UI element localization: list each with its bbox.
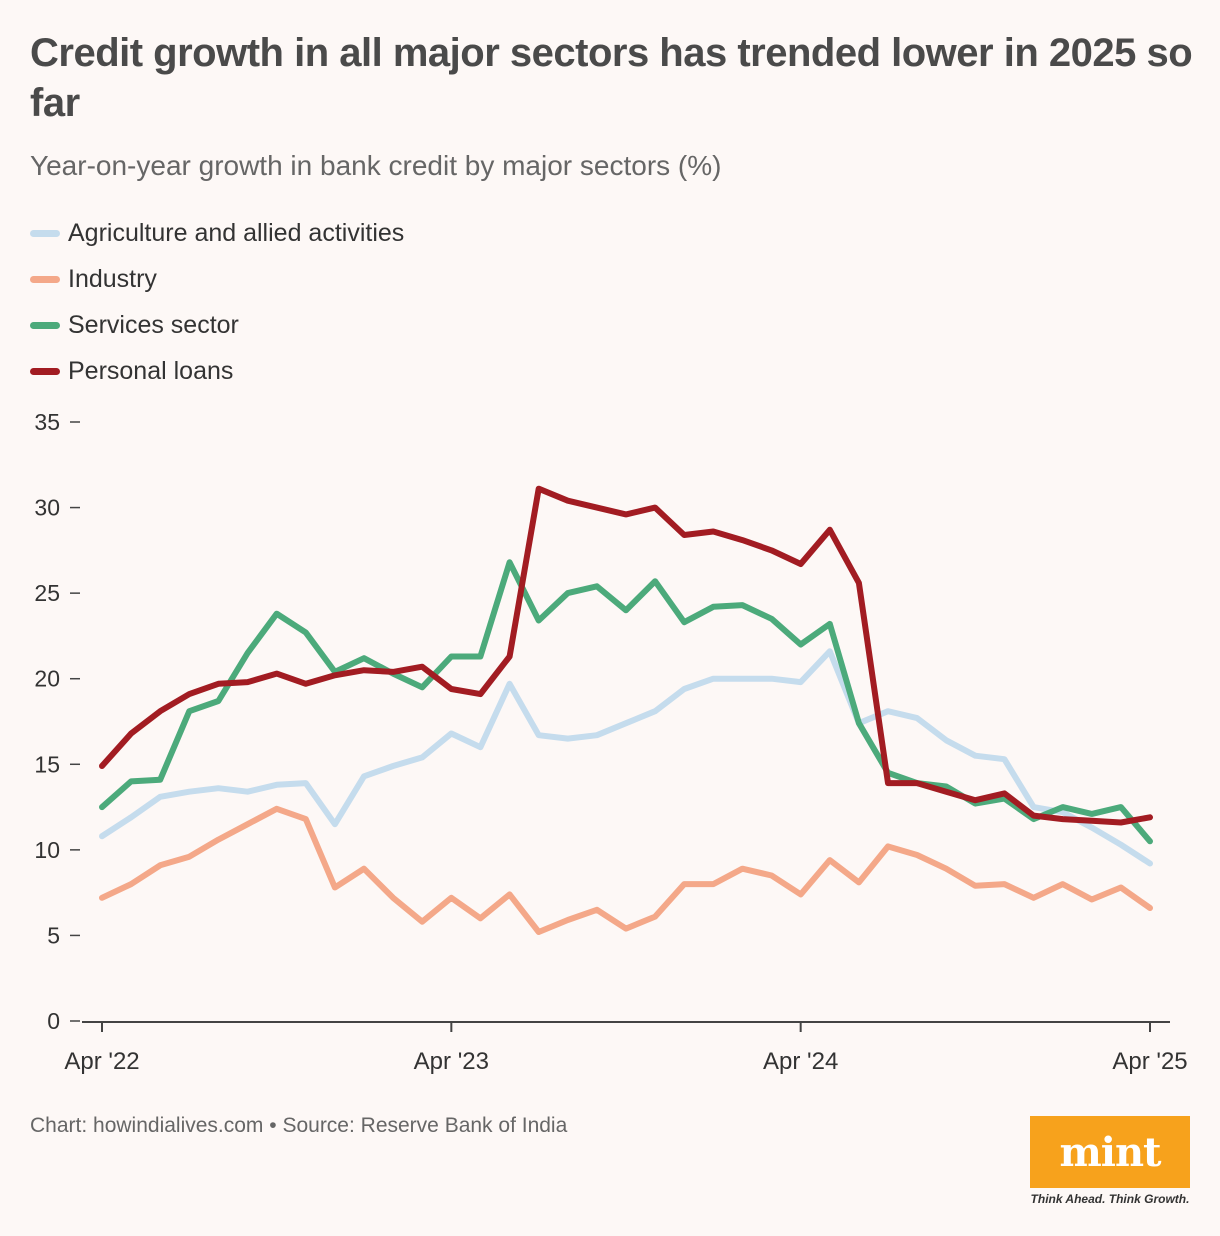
- y-tick-label: 25: [34, 580, 60, 606]
- legend-swatch: [30, 229, 60, 237]
- mint-logo: mint: [1030, 1116, 1190, 1188]
- logo-tagline: Think Ahead. Think Growth.: [1030, 1192, 1190, 1206]
- legend-swatch: [30, 367, 60, 375]
- legend: Agriculture and allied activities Industr…: [30, 210, 404, 394]
- source-note: Chart: howindialives.com • Source: Reser…: [30, 1114, 568, 1137]
- legend-item: Industry: [30, 256, 404, 302]
- series-line: [99, 805, 1153, 935]
- chart-title: Credit growth in all major sectors has t…: [30, 31, 1193, 125]
- legend-swatch: [30, 275, 60, 283]
- legend-item: Agriculture and allied activities: [30, 210, 404, 256]
- logo-text: mint: [1059, 1128, 1161, 1176]
- legend-label: Personal loans: [68, 356, 234, 385]
- legend-label: Agriculture and allied activities: [68, 218, 405, 247]
- y-tick-label: 5: [47, 922, 60, 948]
- y-tick-label: 10: [34, 837, 60, 863]
- series-line: [99, 648, 1153, 867]
- x-tick-label: Apr '24: [763, 1048, 838, 1075]
- series-line: [99, 559, 1153, 845]
- x-tick-label: Apr '23: [414, 1048, 489, 1075]
- x-tick-label: Apr '25: [1112, 1048, 1187, 1075]
- y-tick-label: 20: [34, 666, 60, 692]
- y-tick-label: 35: [34, 409, 60, 435]
- chart-subtitle: Year-on-year growth in bank credit by ma…: [30, 150, 722, 181]
- legend-item: Services sector: [30, 302, 404, 348]
- y-tick-label: 0: [47, 1008, 60, 1034]
- legend-swatch: [30, 321, 60, 329]
- x-tick-label: Apr '22: [64, 1048, 139, 1075]
- x-axis: Apr '22 Apr '23 Apr '24 Apr '25: [64, 1021, 1188, 1075]
- y-tick-label: 15: [34, 751, 60, 777]
- series-line: [99, 485, 1153, 826]
- legend-item: Personal loans: [30, 348, 404, 394]
- series-lines: [99, 485, 1153, 935]
- legend-label: Industry: [68, 264, 157, 293]
- y-tick-label: 30: [34, 495, 60, 521]
- legend-label: Services sector: [68, 310, 239, 339]
- y-axis: 0 5 10 15 20 25 30 35: [34, 409, 80, 1034]
